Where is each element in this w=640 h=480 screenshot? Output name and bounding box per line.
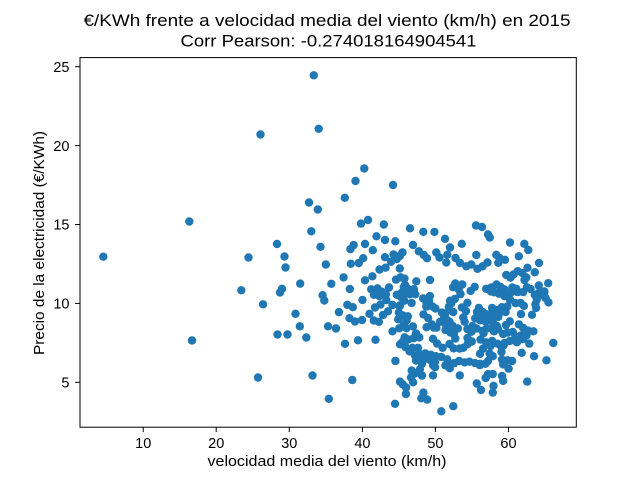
- svg-text:40: 40: [354, 436, 370, 452]
- svg-text:20: 20: [53, 139, 69, 155]
- svg-text:10: 10: [53, 297, 69, 313]
- svg-text:20: 20: [208, 436, 224, 452]
- svg-text:velocidad media del viento (km: velocidad media del viento (km/h): [208, 454, 447, 470]
- svg-text:25: 25: [53, 60, 69, 76]
- svg-text:10: 10: [135, 436, 151, 452]
- svg-text:5: 5: [61, 376, 69, 392]
- svg-text:50: 50: [427, 436, 443, 452]
- svg-text:60: 60: [500, 436, 516, 452]
- svg-text:Corr Pearson: -0.2740181649045: Corr Pearson: -0.274018164904541: [181, 31, 477, 50]
- svg-text:15: 15: [53, 218, 69, 234]
- svg-text:Precio de la electricidad (€/K: Precio de la electricidad (€/KWh): [32, 131, 48, 355]
- svg-text:30: 30: [281, 436, 297, 452]
- svg-text:€/KWh frente a velocidad media: €/KWh frente a velocidad media del vient…: [84, 11, 571, 30]
